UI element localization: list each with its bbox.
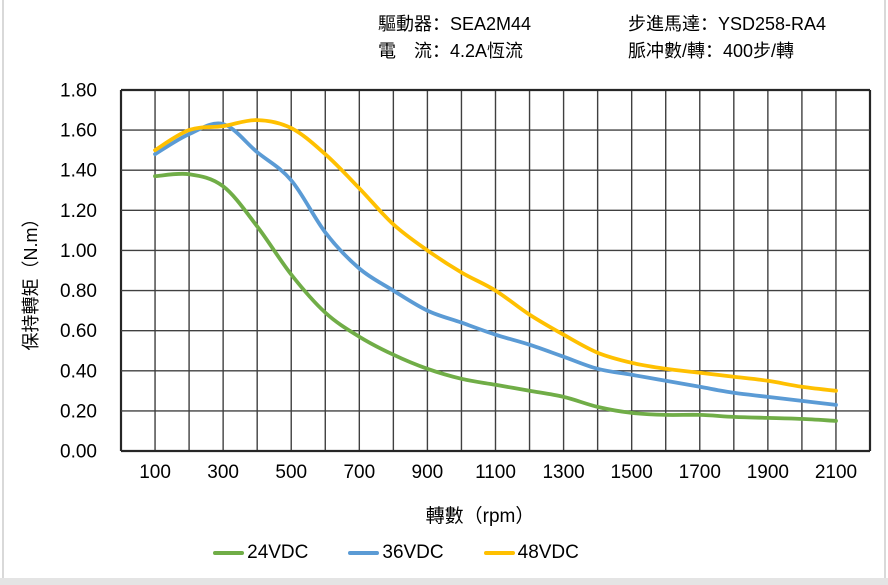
chart-legend: 24VDC 36VDC 48VDC bbox=[0, 542, 840, 564]
header-left-column: 驅動器：SEA2M44 電 流：4.2A恆流 bbox=[378, 11, 628, 65]
legend-item-36vdc: 36VDC bbox=[348, 542, 444, 564]
page-left-border bbox=[2, 0, 4, 578]
y-tick-label: 0.20 bbox=[60, 401, 97, 422]
y-tick-label: 1.20 bbox=[60, 201, 97, 222]
legend-swatch-48vdc bbox=[483, 551, 515, 555]
x-tick-label: 700 bbox=[343, 462, 375, 483]
x-tick-label: 1900 bbox=[747, 462, 789, 483]
y-tick-label: 0.00 bbox=[60, 442, 97, 463]
page-bottom-strip bbox=[0, 578, 888, 585]
curve-36vdc bbox=[153, 121, 838, 407]
curve-48vdc bbox=[153, 118, 838, 393]
y-tick-label: 1.80 bbox=[60, 81, 97, 102]
y-axis-title: 保持轉矩（N.m） bbox=[21, 209, 41, 351]
legend-item-48vdc: 48VDC bbox=[483, 542, 579, 564]
legend-label: 36VDC bbox=[382, 542, 444, 563]
legend-swatch-36vdc bbox=[348, 551, 380, 555]
y-tick-label: 0.40 bbox=[60, 361, 97, 382]
legend-label: 48VDC bbox=[517, 542, 579, 563]
header-block: 驅動器：SEA2M44 電 流：4.2A恆流 步進馬達：YSD258-RA4 脈… bbox=[378, 11, 888, 65]
y-tick-label: 0.60 bbox=[60, 321, 97, 342]
y-tick-label: 1.40 bbox=[60, 161, 97, 182]
x-tick-label: 1700 bbox=[679, 462, 721, 483]
x-tick-label: 900 bbox=[412, 462, 444, 483]
header-driver: 驅動器：SEA2M44 bbox=[378, 14, 532, 34]
curve-24vdc bbox=[153, 171, 838, 423]
header-motor: 步進馬達：YSD258-RA4 bbox=[628, 14, 827, 34]
y-tick-label: 1.00 bbox=[60, 241, 97, 262]
header-right-column: 步進馬達：YSD258-RA4 脈冲數/轉：400步/轉 bbox=[628, 11, 826, 65]
legend-label: 24VDC bbox=[247, 542, 309, 563]
y-tick-label: 1.60 bbox=[60, 121, 97, 142]
x-tick-label: 100 bbox=[139, 462, 171, 483]
y-tick-label: 0.80 bbox=[60, 281, 97, 302]
x-tick-label: 1300 bbox=[542, 462, 584, 483]
page-right-border bbox=[884, 0, 886, 578]
x-tick-label: 300 bbox=[207, 462, 239, 483]
header-pulse: 脈冲數/轉：400步/轉 bbox=[628, 41, 795, 61]
x-tick-label: 1500 bbox=[611, 462, 653, 483]
x-tick-label: 2100 bbox=[815, 462, 857, 483]
x-axis-title: 轉數（rpm） bbox=[425, 506, 535, 527]
x-tick-label: 500 bbox=[275, 462, 307, 483]
legend-item-24vdc: 24VDC bbox=[213, 542, 308, 564]
legend-swatch-24vdc bbox=[213, 551, 245, 555]
header-current: 電 流：4.2A恆流 bbox=[378, 41, 524, 61]
x-tick-label: 1100 bbox=[475, 462, 516, 483]
